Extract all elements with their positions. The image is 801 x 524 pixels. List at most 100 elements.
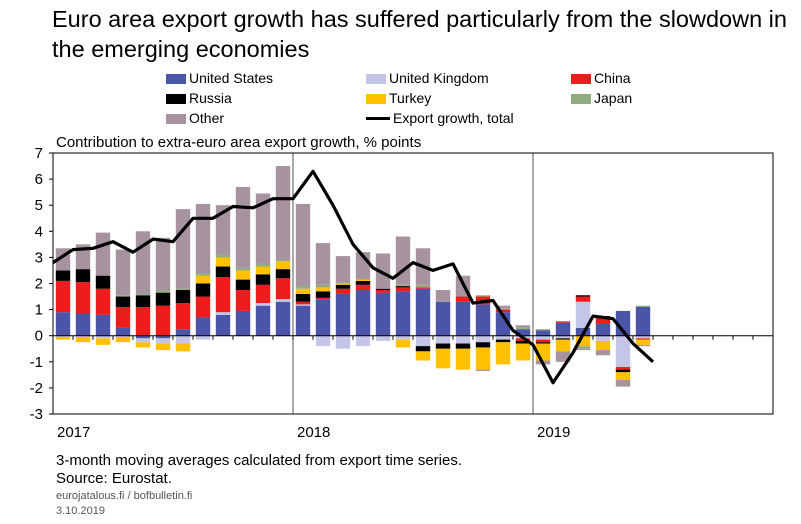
bar-segment [595,323,611,336]
y-tick-label: 6 [35,171,43,188]
bar-segment [635,344,651,347]
bar-segment [395,287,411,292]
bar-segment [175,343,191,352]
bar-segment [315,299,331,336]
bar-segment [275,269,291,279]
legend-item-russia: Russia [166,90,232,107]
bar-segment [395,335,411,340]
bar-segment [215,257,231,267]
bar-segment [255,263,271,267]
y-tick-label: 2 [35,276,43,293]
bar-segment [435,335,451,344]
legend-swatch [571,73,591,84]
legend-swatch [366,93,386,104]
y-tick-label: -3 [30,406,43,423]
bar-segment [515,325,531,328]
bar-segment [335,288,351,294]
bar-segment [215,266,231,277]
legend-item-japan: Japan [571,90,632,107]
bar-segment [395,291,411,336]
bar-segment [155,338,171,344]
bar-segment [475,347,491,370]
legend-line-swatch [366,117,390,120]
bar-segment [195,317,211,336]
bar-segment [595,335,611,341]
bar-segment [255,284,271,304]
total-line-path [52,169,655,385]
bar-segment [175,303,191,330]
bar-segment [255,305,271,336]
legend-label: Russia [189,90,232,106]
bar-segment [435,290,451,302]
bar-segment [175,290,191,304]
legend-swatch [571,93,591,104]
chart-subtitle: Contribution to extra-euro area export g… [56,134,422,151]
legend-label: United Kingdom [389,70,489,86]
bar-segment [555,321,571,323]
bar-segment [495,335,511,340]
bar-segment [395,339,411,348]
y-tick-label: 3 [35,249,43,266]
legend-label: Export growth, total [393,110,514,126]
bar-segment [275,261,291,270]
chart-title: Euro area export growth has suffered par… [52,6,787,62]
bar-segment [215,205,231,255]
bar-segment [135,295,151,307]
bar-segment [275,299,291,302]
bar-segment [55,312,71,336]
bar-segment [155,335,171,339]
legend-item-china: China [571,70,631,87]
bar-segment [75,282,91,314]
bar-segment [315,287,331,292]
legend-item-turkey: Turkey [366,90,431,107]
x-tick-label: 2018 [297,424,330,441]
bar-segment [475,304,491,336]
bar-segment [255,303,271,306]
bar-segment [235,279,251,291]
bar-segment [395,236,411,285]
bar-segment [155,343,171,351]
bar-segment [295,301,311,305]
bar-segment [495,342,511,365]
bar-segment [195,203,211,274]
bar-segment [555,351,571,362]
bar-segment [215,312,231,315]
bar-segment [175,288,191,291]
bar-segment [55,337,71,340]
bar-segment [235,290,251,311]
bar-segment [615,369,631,373]
bar-segment [615,380,631,387]
bar-segment [215,254,231,258]
bar-segment [495,339,511,343]
bar-segment [375,290,391,293]
bar-segment [295,286,311,289]
bar-segment [575,335,591,347]
y-axis: -3 -2 -1 0 1 2 3 4 5 6 7 [30,145,53,423]
bar-segment [95,232,111,276]
bar-segment [615,367,631,370]
bar-segment [535,339,551,343]
y-tick-label: 1 [35,302,43,319]
bar-segment [235,310,251,336]
bar-segment [375,335,391,341]
bar-segment [335,335,351,349]
bar-segment [375,292,391,336]
bar-segment [295,304,311,306]
bar-segment [295,203,311,287]
bar-segment [355,284,371,291]
bar-segment [555,335,571,339]
bar-segment [155,237,171,291]
bar-segment [415,351,431,361]
bar-segment [455,301,471,336]
legend-item-united-states: United States [166,70,273,87]
bar-segment [595,350,611,356]
bar-segment [195,273,211,276]
bar-segment [115,249,131,296]
bar-segment [395,286,411,288]
bar-segment [195,296,211,318]
bar-segment [335,282,351,284]
bar-segment [275,301,291,336]
bar-segment [155,305,171,336]
bar-segment [435,301,451,336]
bar-segment [355,335,371,347]
